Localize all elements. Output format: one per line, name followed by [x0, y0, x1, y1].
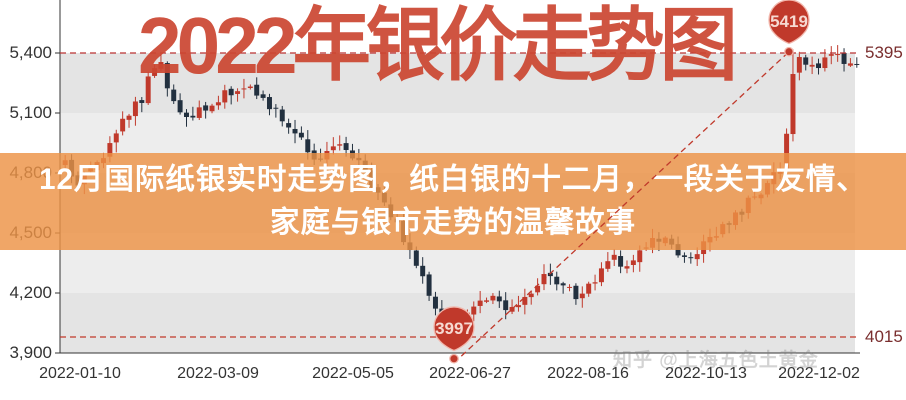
svg-text:2022-05-05: 2022-05-05	[312, 365, 394, 382]
svg-text:4,200: 4,200	[9, 283, 52, 302]
svg-text:2022-01-10: 2022-01-10	[39, 365, 121, 382]
svg-text:2022-06-27: 2022-06-27	[429, 365, 511, 382]
svg-text:3,900: 3,900	[9, 343, 52, 362]
svg-text:2022-03-09: 2022-03-09	[177, 365, 259, 382]
svg-text:5,100: 5,100	[9, 103, 52, 122]
svg-text:5,400: 5,400	[9, 43, 52, 62]
